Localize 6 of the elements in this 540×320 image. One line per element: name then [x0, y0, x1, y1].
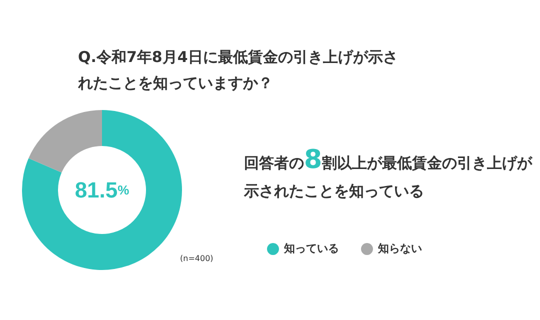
- chart-title: Q.令和7年8月4日に最低賃金の引き上げが示されたことを知っていますか？: [78, 47, 399, 94]
- legend-label: 知らない: [377, 242, 422, 255]
- legend-label: 知っている: [283, 242, 339, 255]
- text: (n=400): [180, 254, 214, 263]
- data-label: 81.5%: [74, 178, 130, 202]
- text: 回答者の8割以上が最低賃金の引き上げが示されたことを知っている: [244, 145, 532, 200]
